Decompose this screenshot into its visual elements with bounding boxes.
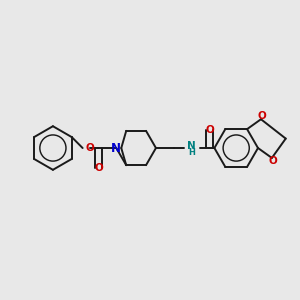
- Text: O: O: [268, 156, 277, 166]
- Text: H: H: [188, 148, 195, 158]
- Text: N: N: [111, 142, 121, 154]
- Text: N: N: [187, 141, 196, 151]
- Text: O: O: [85, 143, 94, 153]
- Text: O: O: [94, 163, 103, 173]
- Text: O: O: [205, 125, 214, 135]
- Text: O: O: [258, 111, 266, 121]
